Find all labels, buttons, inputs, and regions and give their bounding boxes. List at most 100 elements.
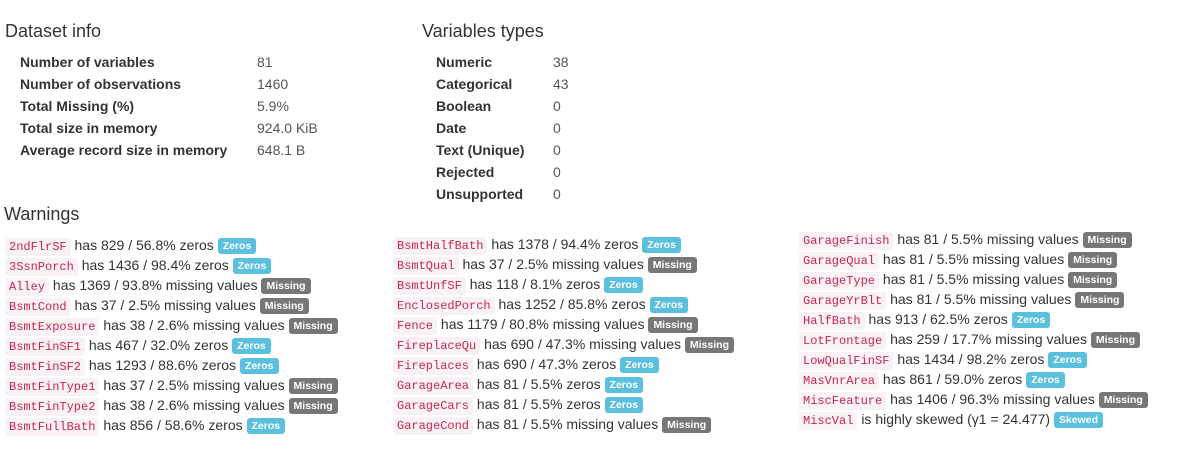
warning-row: GarageArea has 81 / 5.5% zeros Zeros: [393, 374, 734, 395]
warning-row: BsmtFinType2 has 38 / 2.6% missing value…: [5, 395, 338, 416]
warning-text: has 81 / 5.5% missing values: [476, 416, 659, 432]
warnings-column-3: GarageFinish has 81 / 5.5% missing value…: [799, 229, 1148, 430]
zeros-badge: Zeros: [620, 357, 659, 373]
variable-types-table: Numeric 38 Categorical 43 Boolean 0 Date 0 Text …: [436, 51, 569, 205]
variable-name: FireplaceQu: [393, 337, 481, 355]
warning-row: BsmtFinSF1 has 467 / 32.0% zeros Zeros: [5, 335, 338, 356]
warning-text: has 1293 / 88.6% zeros: [88, 357, 237, 373]
warning-text: has 861 / 59.0% zeros: [882, 371, 1023, 387]
warning-row: GarageFinish has 81 / 5.5% missing value…: [799, 229, 1148, 250]
warnings-column-1: 2ndFlrSF has 829 / 56.8% zeros Zeros 3Ssn…: [5, 235, 338, 436]
stat-value: 38: [553, 54, 569, 70]
warning-row: EnclosedPorch has 1252 / 85.8% zeros Zer…: [393, 294, 734, 315]
zeros-badge: Zeros: [246, 418, 286, 434]
variable-name: 2ndFlrSF: [5, 238, 71, 256]
warning-row: LowQualFinSF has 1434 / 98.2% zeros Zero…: [799, 349, 1148, 370]
missing-badge: Missing: [1090, 332, 1140, 348]
stat-row: Boolean 0: [436, 95, 569, 117]
stat-value: 0: [553, 164, 561, 180]
variable-name: Alley: [5, 278, 50, 296]
variable-name: BsmtUnfSF: [393, 277, 466, 295]
stat-label: Date: [436, 120, 467, 136]
dataset-info-heading: Dataset info: [5, 21, 102, 41]
stat-value: 0: [553, 120, 561, 136]
warning-text: has 856 / 58.6% zeros: [103, 417, 243, 433]
missing-badge: Missing: [259, 298, 309, 314]
variable-name: MasVnrArea: [799, 372, 880, 390]
warning-text: has 81 / 5.5% zeros: [476, 396, 601, 412]
stat-row: Rejected 0: [436, 161, 569, 183]
zeros-badge: Zeros: [1011, 312, 1051, 328]
stat-row: Average record size in memory 648.1 B: [20, 139, 318, 161]
warning-text: has 913 / 62.5% zeros: [868, 311, 1008, 327]
warning-row: BsmtExposure has 38 / 2.6% missing value…: [5, 315, 338, 336]
stat-value: 0: [553, 186, 561, 202]
warning-text: has 81 / 5.5% missing values: [890, 291, 1072, 307]
warning-row: BsmtQual has 37 / 2.5% missing values Mi…: [393, 254, 734, 275]
warning-row: FireplaceQu has 690 / 47.3% missing valu…: [393, 334, 734, 355]
variable-name: MiscVal: [799, 412, 858, 430]
warning-text: has 81 / 5.5% missing values: [882, 251, 1065, 267]
missing-badge: Missing: [261, 278, 311, 294]
zeros-badge: Zeros: [604, 377, 644, 393]
warning-row: 2ndFlrSF has 829 / 56.8% zeros Zeros: [5, 235, 338, 256]
missing-badge: Missing: [1068, 272, 1118, 288]
missing-badge: Missing: [288, 378, 338, 394]
warning-text: has 37 / 2.5% missing values: [74, 297, 256, 313]
variable-name: HalfBath: [799, 312, 865, 330]
variable-name: GarageType: [799, 272, 880, 290]
stat-label: Average record size in memory: [20, 142, 228, 158]
stat-row: Date 0: [436, 117, 569, 139]
warning-text: has 81 / 5.5% missing values: [897, 231, 1079, 247]
stat-value: 81: [257, 54, 273, 70]
warning-row: MiscVal is highly skewed (γ1 = 24.477) S…: [799, 409, 1148, 430]
stat-row: Categorical 43: [436, 73, 569, 95]
variable-name: BsmtFullBath: [5, 418, 100, 436]
stat-value: 0: [553, 98, 561, 114]
stat-label: Categorical: [436, 76, 513, 92]
warning-text: has 1406 / 96.3% missing values: [890, 391, 1095, 407]
variable-name: LowQualFinSF: [799, 352, 894, 370]
missing-badge: Missing: [647, 257, 697, 273]
stat-label: Unsupported: [436, 186, 524, 202]
variable-name: GarageQual: [799, 252, 880, 270]
stat-row: Text (Unique) 0: [436, 139, 569, 161]
variable-name: GarageFinish: [799, 232, 894, 250]
variable-name: GarageArea: [393, 377, 474, 395]
stat-value: 0: [553, 142, 561, 158]
stat-row: Number of variables 81: [20, 51, 318, 73]
variable-name: BsmtExposure: [5, 318, 100, 336]
stat-value: 1460: [257, 76, 289, 92]
stat-row: Total size in memory 924.0 KiB: [20, 117, 318, 139]
stat-label: Text (Unique): [436, 142, 525, 158]
zeros-badge: Zeros: [1048, 352, 1087, 368]
variable-name: BsmtHalfBath: [393, 237, 488, 255]
missing-badge: Missing: [662, 417, 712, 433]
warnings-column-2: BsmtHalfBath has 1378 / 94.4% zeros Zero…: [393, 234, 734, 435]
stat-label: Total Missing (%): [20, 98, 135, 114]
zeros-badge: Zeros: [604, 277, 643, 293]
variable-name: BsmtFinSF1: [5, 338, 86, 356]
warning-row: GarageType has 81 / 5.5% missing values …: [799, 269, 1148, 290]
warning-row: GarageCond has 81 / 5.5% missing values …: [393, 414, 734, 435]
warning-text: has 1252 / 85.8% zeros: [498, 296, 646, 312]
stat-label: Boolean: [436, 98, 492, 114]
missing-badge: Missing: [1068, 252, 1118, 268]
warning-row: BsmtCond has 37 / 2.5% missing values Mi…: [5, 295, 338, 316]
variable-name: Fireplaces: [393, 357, 474, 375]
warning-row: MasVnrArea has 861 / 59.0% zeros Zeros: [799, 369, 1148, 390]
warning-text: has 1369 / 93.8% missing values: [52, 277, 258, 293]
warning-row: Alley has 1369 / 93.8% missing values Mi…: [5, 275, 338, 296]
warning-row: Fence has 1179 / 80.8% missing values Mi…: [393, 314, 734, 335]
warning-text: has 829 / 56.8% zeros: [74, 237, 214, 253]
stat-row: Numeric 38: [436, 51, 569, 73]
warning-text: has 118 / 8.1% zeros: [469, 276, 601, 292]
warning-row: GarageYrBlt has 81 / 5.5% missing values…: [799, 289, 1148, 310]
stat-row: Number of observations 1460: [20, 73, 318, 95]
stat-value: 648.1 B: [257, 142, 306, 158]
warning-row: BsmtFinSF2 has 1293 / 88.6% zeros Zeros: [5, 355, 338, 376]
variable-name: EnclosedPorch: [393, 297, 495, 315]
variable-name: 3SsnPorch: [5, 258, 78, 276]
variable-name: GarageCond: [393, 417, 474, 435]
missing-badge: Missing: [288, 318, 338, 334]
